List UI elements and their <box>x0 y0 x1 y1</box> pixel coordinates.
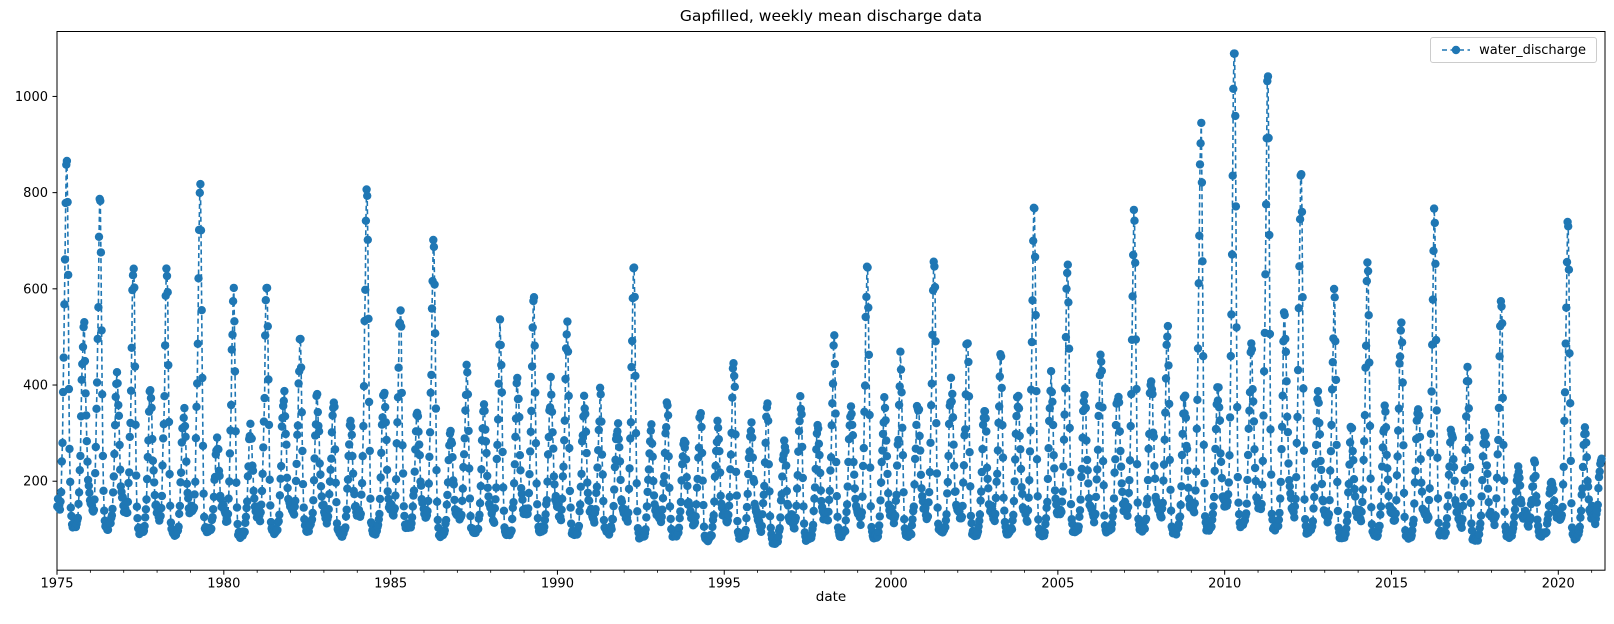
x-axis-label: date <box>815 589 847 605</box>
x-axis-tick-label: 1985 <box>374 577 407 592</box>
x-axis-tick-label: 2020 <box>1542 577 1575 592</box>
legend-label: water_discharge <box>1479 42 1586 58</box>
y-axis-tick-label: 800 <box>23 186 48 201</box>
legend: water_discharge <box>1430 37 1597 63</box>
y-axis-tick-label: 200 <box>23 475 48 490</box>
discharge-markers <box>53 49 1606 548</box>
x-axis-tick-label: 2010 <box>1208 577 1241 592</box>
x-axis-tick-label: 1980 <box>207 577 240 592</box>
legend-sample-marker <box>1451 45 1461 55</box>
chart-title: Gapfilled, weekly mean discharge data <box>679 7 983 25</box>
y-axis-tick-label: 600 <box>23 282 48 297</box>
x-axis-tick-label: 2000 <box>875 577 908 592</box>
y-axis-tick-label: 400 <box>23 379 48 394</box>
x-axis-tick-label: 1990 <box>541 577 574 592</box>
x-axis-tick-label: 2015 <box>1375 577 1408 592</box>
x-axis-tick-label: 1975 <box>40 577 73 592</box>
x-axis-tick-label: 1995 <box>708 577 741 592</box>
y-axis-tick-label: 1000 <box>15 90 48 105</box>
axes-box <box>56 31 1606 571</box>
legend-sample-icon <box>1442 45 1471 55</box>
x-axis-tick-label: 2005 <box>1041 577 1074 592</box>
